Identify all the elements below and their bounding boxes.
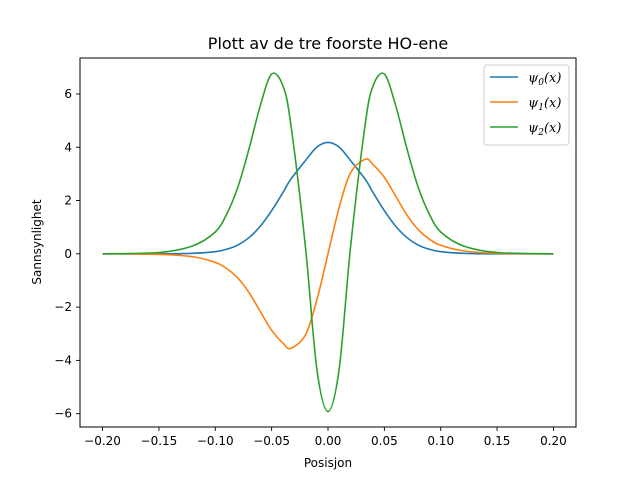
y-tick-label: 6 [64,87,72,101]
y-axis-label: Sannsynlighet [30,199,44,284]
x-tick-label: 0.00 [315,434,342,448]
x-tick-label: 0.15 [484,434,511,448]
chart-title: Plott av de tre foorste HO-ene [208,34,448,53]
legend-label-1: ψ1(x) [528,96,561,113]
x-tick-label: −0.05 [253,434,290,448]
series-line-1 [102,158,554,350]
series-line-0 [102,141,554,255]
legend-box [483,64,570,146]
y-tick-label: −6 [54,407,72,421]
x-tick-label: −0.20 [84,434,121,448]
y-tick-label: 0 [64,247,72,261]
legend-label-0: ψ0(x) [528,71,561,88]
y-tick-label: −2 [54,300,72,314]
y-tick-label: −4 [54,353,72,367]
legend-label-2: ψ2(x) [528,121,561,138]
y-tick-label: 2 [64,194,72,208]
x-axis-ticks: −0.20 −0.15 −0.10 −0.05 0.00 0.05 0.10 0.15 0.20 [84,427,567,448]
x-tick-label: −0.15 [141,434,178,448]
series-lines [102,72,554,413]
x-tick-label: 0.20 [540,434,567,448]
x-tick-label: −0.10 [197,434,234,448]
x-axis-label: Posisjon [304,456,352,470]
y-tick-label: 4 [64,140,72,154]
legend: ψ0(x) ψ1(x) ψ2(x) [483,64,570,146]
y-axis-ticks: −6 −4 −2 0 2 4 6 [54,87,80,421]
x-tick-label: 0.10 [427,434,454,448]
series-line-2 [102,72,554,413]
x-tick-label: 0.05 [371,434,398,448]
